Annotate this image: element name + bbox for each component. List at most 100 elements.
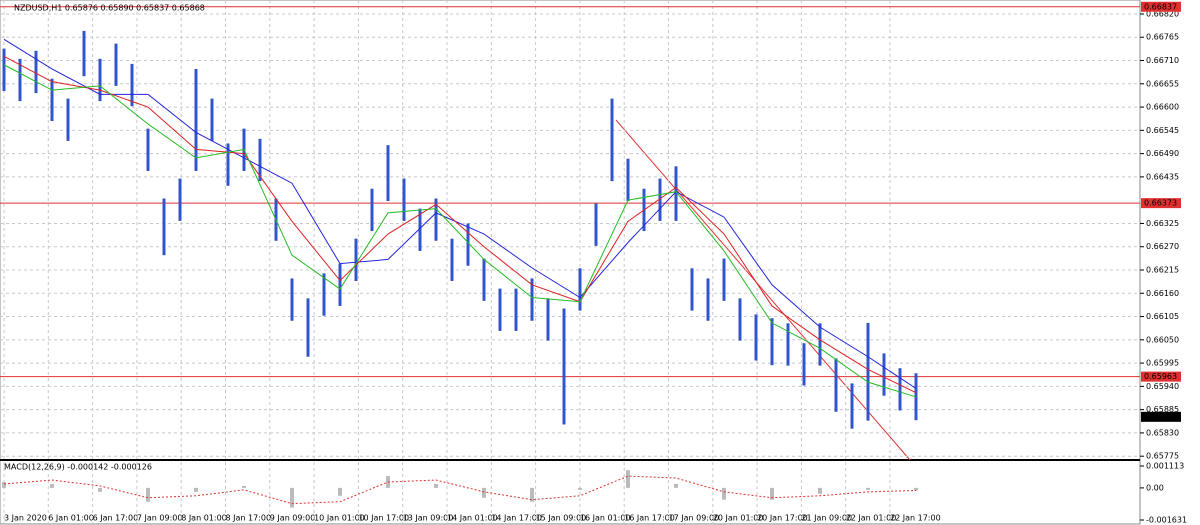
macd-y-tick-label: 0.001113 xyxy=(1146,461,1184,470)
price-bar xyxy=(34,50,38,94)
price-bar xyxy=(178,178,182,221)
macd-bar xyxy=(722,487,726,500)
price-bar xyxy=(722,258,726,301)
price-bar xyxy=(514,288,518,331)
price-bar xyxy=(818,323,822,366)
y-tick-label: 0.66600 xyxy=(1146,103,1179,112)
price-bar xyxy=(66,98,70,141)
x-tick-label: 10 Jan 17:00 xyxy=(358,514,409,523)
macd-bar xyxy=(770,487,774,500)
y-tick-label: 0.66710 xyxy=(1146,56,1179,65)
macd-bar xyxy=(50,483,54,488)
price-bar xyxy=(338,263,342,306)
moving-average xyxy=(3,55,917,394)
moving-average xyxy=(3,38,917,389)
x-tick-label: 15 Jan 09:00 xyxy=(536,514,587,523)
x-tick-label: 7 Jan 09:00 xyxy=(137,514,183,523)
last-price-label: 0.65868 xyxy=(1144,412,1177,421)
price-bar xyxy=(370,188,374,232)
price-bar xyxy=(706,278,710,321)
x-tick-label: 22 Jan 01:00 xyxy=(846,514,897,523)
price-bar xyxy=(162,198,166,256)
price-bar xyxy=(690,268,694,311)
macd-bar xyxy=(146,487,150,502)
level-label-box xyxy=(1141,1,1181,12)
price-bar xyxy=(418,208,422,251)
price-bar xyxy=(210,98,214,141)
x-tick-label: 16 Jan 01:00 xyxy=(580,514,631,523)
macd-bar xyxy=(242,485,246,488)
macd-bar xyxy=(338,487,342,496)
macd-bar xyxy=(866,487,870,490)
price-bar xyxy=(786,323,790,366)
x-tick-label: 8 Jan 01:00 xyxy=(181,514,227,523)
macd-bar xyxy=(578,487,582,490)
price-bar xyxy=(130,63,134,107)
price-bar xyxy=(738,298,742,341)
x-tick-label: 20 Jan 01:00 xyxy=(713,514,764,523)
price-bar xyxy=(98,58,102,102)
price-bar xyxy=(194,68,198,171)
y-tick-label: 0.66435 xyxy=(1146,172,1179,181)
macd-signal xyxy=(3,475,917,505)
macd-bar xyxy=(482,487,486,498)
x-tick-label: 21 Jan 09:00 xyxy=(801,514,852,523)
x-tick-label: 6 Jan 17:00 xyxy=(93,514,139,523)
x-tick-label: 17 Jan 09:00 xyxy=(669,514,720,523)
price-bar xyxy=(290,278,294,321)
price-bar xyxy=(898,368,902,411)
x-tick-label: 10 Jan 01:00 xyxy=(314,514,365,523)
price-bar xyxy=(482,258,486,301)
price-bar xyxy=(146,128,150,171)
price-bar xyxy=(498,288,502,331)
price-bar xyxy=(882,353,886,396)
y-tick-label: 0.65940 xyxy=(1146,382,1179,391)
level-label: 0.65963 xyxy=(1144,372,1177,381)
macd-y-tick-label: 0.00 xyxy=(1146,483,1164,492)
price-bar xyxy=(306,298,310,357)
macd-bar xyxy=(194,487,198,492)
x-tick-label: 9 Jan 09:00 xyxy=(270,514,316,523)
moving-average xyxy=(3,64,917,398)
y-tick-label: 0.66160 xyxy=(1146,289,1179,298)
macd-bar xyxy=(914,487,918,491)
y-tick-label: 0.65995 xyxy=(1146,359,1179,368)
x-tick-label: 22 Jan 17:00 xyxy=(890,514,941,523)
price-bar xyxy=(82,30,86,77)
price-bar xyxy=(578,268,582,311)
price-bar xyxy=(866,322,870,421)
y-tick-label: 0.66215 xyxy=(1146,265,1179,274)
y-tick-label: 0.66050 xyxy=(1146,335,1179,344)
macd-bar xyxy=(530,487,534,502)
macd-bar xyxy=(290,487,294,508)
price-bar xyxy=(834,358,838,412)
macd-bar xyxy=(2,481,6,488)
y-tick-label: 0.66655 xyxy=(1146,79,1179,88)
y-tick-label: 0.66545 xyxy=(1146,126,1179,135)
price-bar xyxy=(322,273,326,316)
price-bar xyxy=(434,198,438,241)
y-tick-label: 0.66105 xyxy=(1146,312,1179,321)
y-tick-label: 0.65775 xyxy=(1146,452,1179,461)
x-tick-label: 6 Jan 01:00 xyxy=(48,514,94,523)
price-bar xyxy=(754,314,758,361)
price-bar xyxy=(850,383,854,429)
price-bar xyxy=(226,143,230,186)
price-bar xyxy=(802,343,806,386)
x-tick-label: 3 Jan 2020 xyxy=(4,514,47,523)
price-bar xyxy=(562,308,566,425)
y-tick-label: 0.66490 xyxy=(1146,149,1179,158)
plot-frame xyxy=(0,0,1141,525)
y-tick-label: 0.66270 xyxy=(1146,242,1179,251)
macd-y-tick-label: -0.001631 xyxy=(1146,516,1187,525)
price-bar xyxy=(402,178,406,221)
price-bar xyxy=(594,203,598,246)
price-bar xyxy=(658,178,662,221)
x-tick-label: 8 Jan 17:00 xyxy=(226,514,272,523)
symbol-header: NZDUSD,H1 0.65876 0.65890 0.65837 0.6586… xyxy=(14,4,205,13)
x-tick-label: 16 Jan 17:00 xyxy=(624,514,675,523)
x-tick-label: 14 Jan 01:00 xyxy=(447,514,498,523)
last-price-box xyxy=(1141,411,1181,422)
